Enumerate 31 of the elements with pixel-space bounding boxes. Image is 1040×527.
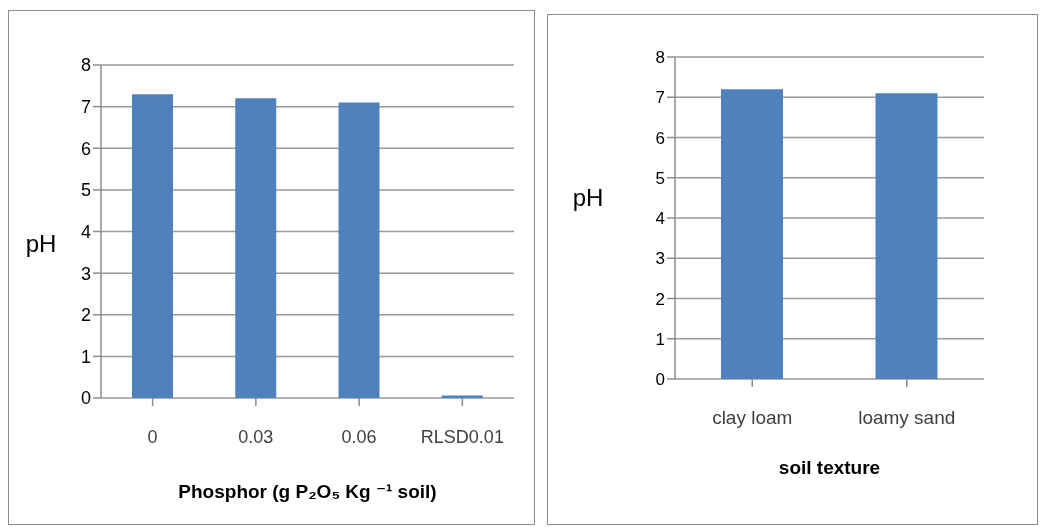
y-tick-label: 2 [655, 289, 665, 309]
y-axis-title: pH [25, 230, 57, 258]
x-axis-title: Phosphor (g P₂O₅ Kg ⁻¹ soil) [178, 481, 437, 502]
x-axis-title: soil texture [778, 457, 881, 478]
y-tick-label: 4 [80, 221, 91, 242]
x-tick-label: loamy sand [858, 407, 956, 429]
x-tick-label: 0.06 [341, 426, 377, 447]
y-tick-label: 3 [655, 249, 665, 269]
y-tick-label: 0 [655, 370, 665, 390]
y-axis-title: pH [572, 184, 604, 212]
y-tick-label: 1 [655, 329, 665, 349]
x-tick-label: 0 [147, 426, 158, 447]
y-tick-label: 7 [80, 97, 91, 118]
x-tick-label: 0.03 [238, 426, 274, 447]
y-tick-label: 6 [655, 128, 665, 148]
bar [338, 102, 380, 398]
y-tick-label: 8 [80, 55, 91, 76]
y-tick-label: 5 [655, 168, 665, 188]
y-tick-label: 5 [80, 180, 91, 201]
x-tick-label: RLSD0.01 [420, 426, 504, 447]
y-tick-label: 0 [80, 388, 91, 409]
y-tick-label: 3 [80, 263, 91, 284]
y-tick-label: 8 [655, 48, 665, 68]
bar [132, 94, 173, 398]
y-tick-label: 7 [655, 88, 665, 108]
bar [235, 98, 277, 398]
x-tick-label: clay loam [712, 407, 793, 429]
y-tick-label: 2 [80, 305, 91, 326]
y-tick-label: 6 [80, 138, 91, 159]
y-tick-label: 4 [655, 209, 665, 229]
y-tick-label: 1 [80, 346, 91, 367]
